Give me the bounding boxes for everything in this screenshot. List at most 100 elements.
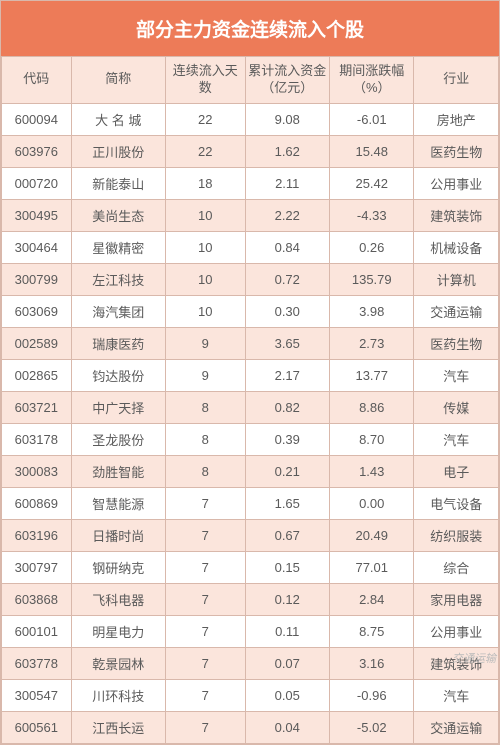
table-title: 部分主力资金连续流入个股 <box>1 1 499 56</box>
table-cell: 0.72 <box>245 263 329 295</box>
table-cell: 医药生物 <box>414 135 499 167</box>
table-cell: 日播时尚 <box>71 519 165 551</box>
table-cell: 300799 <box>2 263 72 295</box>
table-row: 603196日播时尚70.6720.49纺织服装 <box>2 519 499 551</box>
table-cell: 0.30 <box>245 295 329 327</box>
table-cell: 25.42 <box>330 167 414 199</box>
table-cell: 600101 <box>2 615 72 647</box>
table-cell: 9.08 <box>245 103 329 135</box>
table-row: 000720新能泰山182.1125.42公用事业 <box>2 167 499 199</box>
table-cell: -5.02 <box>330 711 414 743</box>
table-cell: 10 <box>166 231 246 263</box>
table-row: 300464星徽精密100.840.26机械设备 <box>2 231 499 263</box>
table-cell: 22 <box>166 135 246 167</box>
table-cell: -4.33 <box>330 199 414 231</box>
table-cell: 公用事业 <box>414 167 499 199</box>
table-cell: 600561 <box>2 711 72 743</box>
table-cell: 77.01 <box>330 551 414 583</box>
table-cell: 0.21 <box>245 455 329 487</box>
table-cell: 乾景园林 <box>71 647 165 679</box>
table-row: 300495美尚生态102.22-4.33建筑装饰 <box>2 199 499 231</box>
table-cell: 002865 <box>2 359 72 391</box>
table-cell: 劲胜智能 <box>71 455 165 487</box>
table-cell: 0.07 <box>245 647 329 679</box>
table-cell: 0.12 <box>245 583 329 615</box>
table-cell: 医药生物 <box>414 327 499 359</box>
table-cell: 综合 <box>414 551 499 583</box>
table-cell: 圣龙股份 <box>71 423 165 455</box>
table-cell: 3.98 <box>330 295 414 327</box>
table-cell: 300797 <box>2 551 72 583</box>
table-cell: 13.77 <box>330 359 414 391</box>
table-cell: 10 <box>166 295 246 327</box>
table-cell: 7 <box>166 679 246 711</box>
table-cell: 1.43 <box>330 455 414 487</box>
table-cell: 3.16 <box>330 647 414 679</box>
column-header: 简称 <box>71 57 165 104</box>
table-cell: 海汽集团 <box>71 295 165 327</box>
table-cell: 15.48 <box>330 135 414 167</box>
table-cell: 中广天择 <box>71 391 165 423</box>
table-row: 002589瑞康医药93.652.73医药生物 <box>2 327 499 359</box>
table-cell: 22 <box>166 103 246 135</box>
table-cell: 2.73 <box>330 327 414 359</box>
table-row: 002865钧达股份92.1713.77汽车 <box>2 359 499 391</box>
table-cell: 0.82 <box>245 391 329 423</box>
table-cell: 交通运输 <box>414 711 499 743</box>
table-cell: 0.00 <box>330 487 414 519</box>
table-cell: 房地产 <box>414 103 499 135</box>
table-cell: 300083 <box>2 455 72 487</box>
table-cell: 汽车 <box>414 679 499 711</box>
table-cell: 左江科技 <box>71 263 165 295</box>
header-row: 代码简称连续流入天数累计流入资金（亿元）期间涨跌幅（%）行业 <box>2 57 499 104</box>
table-cell: 汽车 <box>414 423 499 455</box>
table-row: 600101明星电力70.118.75公用事业 <box>2 615 499 647</box>
table-cell: 钢研纳克 <box>71 551 165 583</box>
table-cell: 603069 <box>2 295 72 327</box>
column-header: 代码 <box>2 57 72 104</box>
table-row: 300547川环科技70.05-0.96汽车 <box>2 679 499 711</box>
table-cell: 星徽精密 <box>71 231 165 263</box>
table-cell: 智慧能源 <box>71 487 165 519</box>
table-cell: 飞科电器 <box>71 583 165 615</box>
table-cell: 7 <box>166 551 246 583</box>
table-cell: 交通运输 <box>414 295 499 327</box>
table-row: 603178圣龙股份80.398.70汽车 <box>2 423 499 455</box>
table-cell: 135.79 <box>330 263 414 295</box>
table-cell: 机械设备 <box>414 231 499 263</box>
column-header: 累计流入资金（亿元） <box>245 57 329 104</box>
table-cell: 300464 <box>2 231 72 263</box>
table-cell: 8 <box>166 455 246 487</box>
table-cell: 计算机 <box>414 263 499 295</box>
table-cell: 美尚生态 <box>71 199 165 231</box>
table-cell: 8.75 <box>330 615 414 647</box>
table-cell: 0.26 <box>330 231 414 263</box>
table-cell: 002589 <box>2 327 72 359</box>
table-row: 603721中广天择80.828.86传媒 <box>2 391 499 423</box>
table-cell: 0.84 <box>245 231 329 263</box>
table-row: 600094大 名 城229.08-6.01房地产 <box>2 103 499 135</box>
table-row: 603069海汽集团100.303.98交通运输 <box>2 295 499 327</box>
table-cell: 7 <box>166 647 246 679</box>
table-row: 603868飞科电器70.122.84家用电器 <box>2 583 499 615</box>
table-cell: 8 <box>166 391 246 423</box>
table-cell: 纺织服装 <box>414 519 499 551</box>
table-cell: 600869 <box>2 487 72 519</box>
table-cell: 新能泰山 <box>71 167 165 199</box>
table-cell: 8 <box>166 423 246 455</box>
table-cell: 0.05 <box>245 679 329 711</box>
column-header: 行业 <box>414 57 499 104</box>
table-cell: 2.17 <box>245 359 329 391</box>
table-cell: 2.22 <box>245 199 329 231</box>
table-cell: 0.11 <box>245 615 329 647</box>
table-cell: 电子 <box>414 455 499 487</box>
table-cell: 正川股份 <box>71 135 165 167</box>
table-cell: 20.49 <box>330 519 414 551</box>
table-cell: 9 <box>166 359 246 391</box>
column-header: 连续流入天数 <box>166 57 246 104</box>
table-cell: 0.67 <box>245 519 329 551</box>
table-cell: 3.65 <box>245 327 329 359</box>
table-cell: 8.70 <box>330 423 414 455</box>
table-cell: 传媒 <box>414 391 499 423</box>
table-cell: 7 <box>166 519 246 551</box>
